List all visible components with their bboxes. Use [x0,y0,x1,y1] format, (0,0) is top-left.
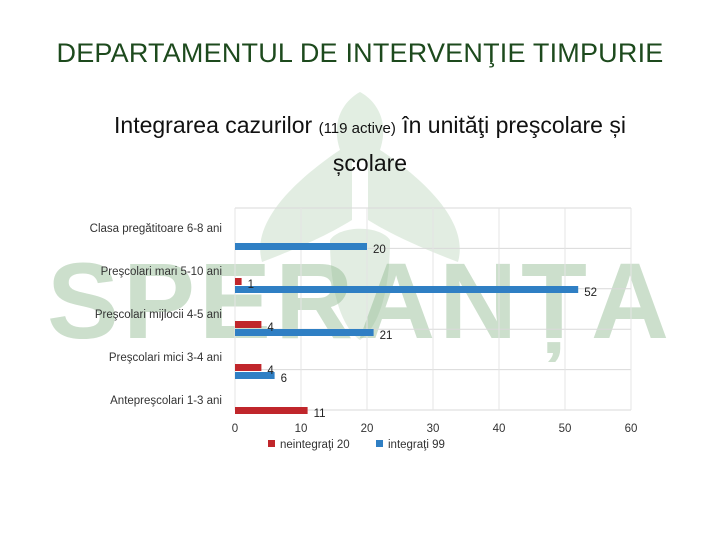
data-label: 4 [267,322,274,334]
chart-heading-rest: în unităţi preşcolare și [402,112,626,138]
data-label: 21 [380,330,393,342]
bar-neintegrati [235,321,262,328]
x-tick-label: 20 [361,423,374,435]
x-tick-label: 30 [427,423,440,435]
data-label: 4 [267,365,274,377]
legend-swatch [376,440,383,447]
category-label: Clasa pregătitoare 6-8 ani [90,223,222,235]
grid-lines [234,207,632,411]
x-tick-label: 10 [295,423,308,435]
bar-integrati [235,243,367,250]
chart-heading-main: Integrarea cazurilor [114,112,313,138]
legend-label: neintegraţi 20 [280,439,350,451]
chart-heading-small: (119 active) [318,120,396,137]
category-label: Antepreşcolari 1-3 ani [110,395,222,407]
x-tick-label: 40 [493,423,506,435]
bar-neintegrati [235,407,308,414]
x-tick-label: 50 [559,423,572,435]
data-label: 20 [373,244,386,256]
category-label: Preşcolari mijlocii 4-5 ani [95,309,222,321]
chart-heading-line-2: școlare [332,150,408,176]
bar-integrati [235,329,374,336]
chart-heading: Integrarea cazurilor (119 active) în uni… [40,108,700,180]
bar-integrati [235,286,579,293]
bar-neintegrati [235,278,242,285]
legend-label: integraţi 99 [388,439,445,451]
category-label: Preşcolari mici 3-4 ani [109,352,222,364]
bar-neintegrati [235,364,262,371]
legend-swatch [268,440,275,447]
data-label: 52 [584,287,597,299]
bar-integrati [235,372,275,379]
category-label: Preşcolari mari 5-10 ani [101,266,222,278]
labels: 0 10 20 30 40 50 60 Clasa pregătitoare 6-8 ani 2… [90,223,638,435]
x-tick-label: 60 [625,423,638,435]
page-title: DEPARTAMENTUL DE INTERVENŢIE TIMPURIE [56,38,664,68]
bars [235,243,579,414]
chart-heading-line-1: Integrarea cazurilor (119 active) în uni… [40,108,700,146]
x-tick-label: 0 [232,423,238,435]
legend: neintegraţi 20 integraţi 99 [268,439,445,451]
leaf-watermark-icon [260,92,460,340]
data-label: 1 [248,279,254,291]
data-label: 6 [281,373,287,385]
data-label: 11 [314,408,326,420]
